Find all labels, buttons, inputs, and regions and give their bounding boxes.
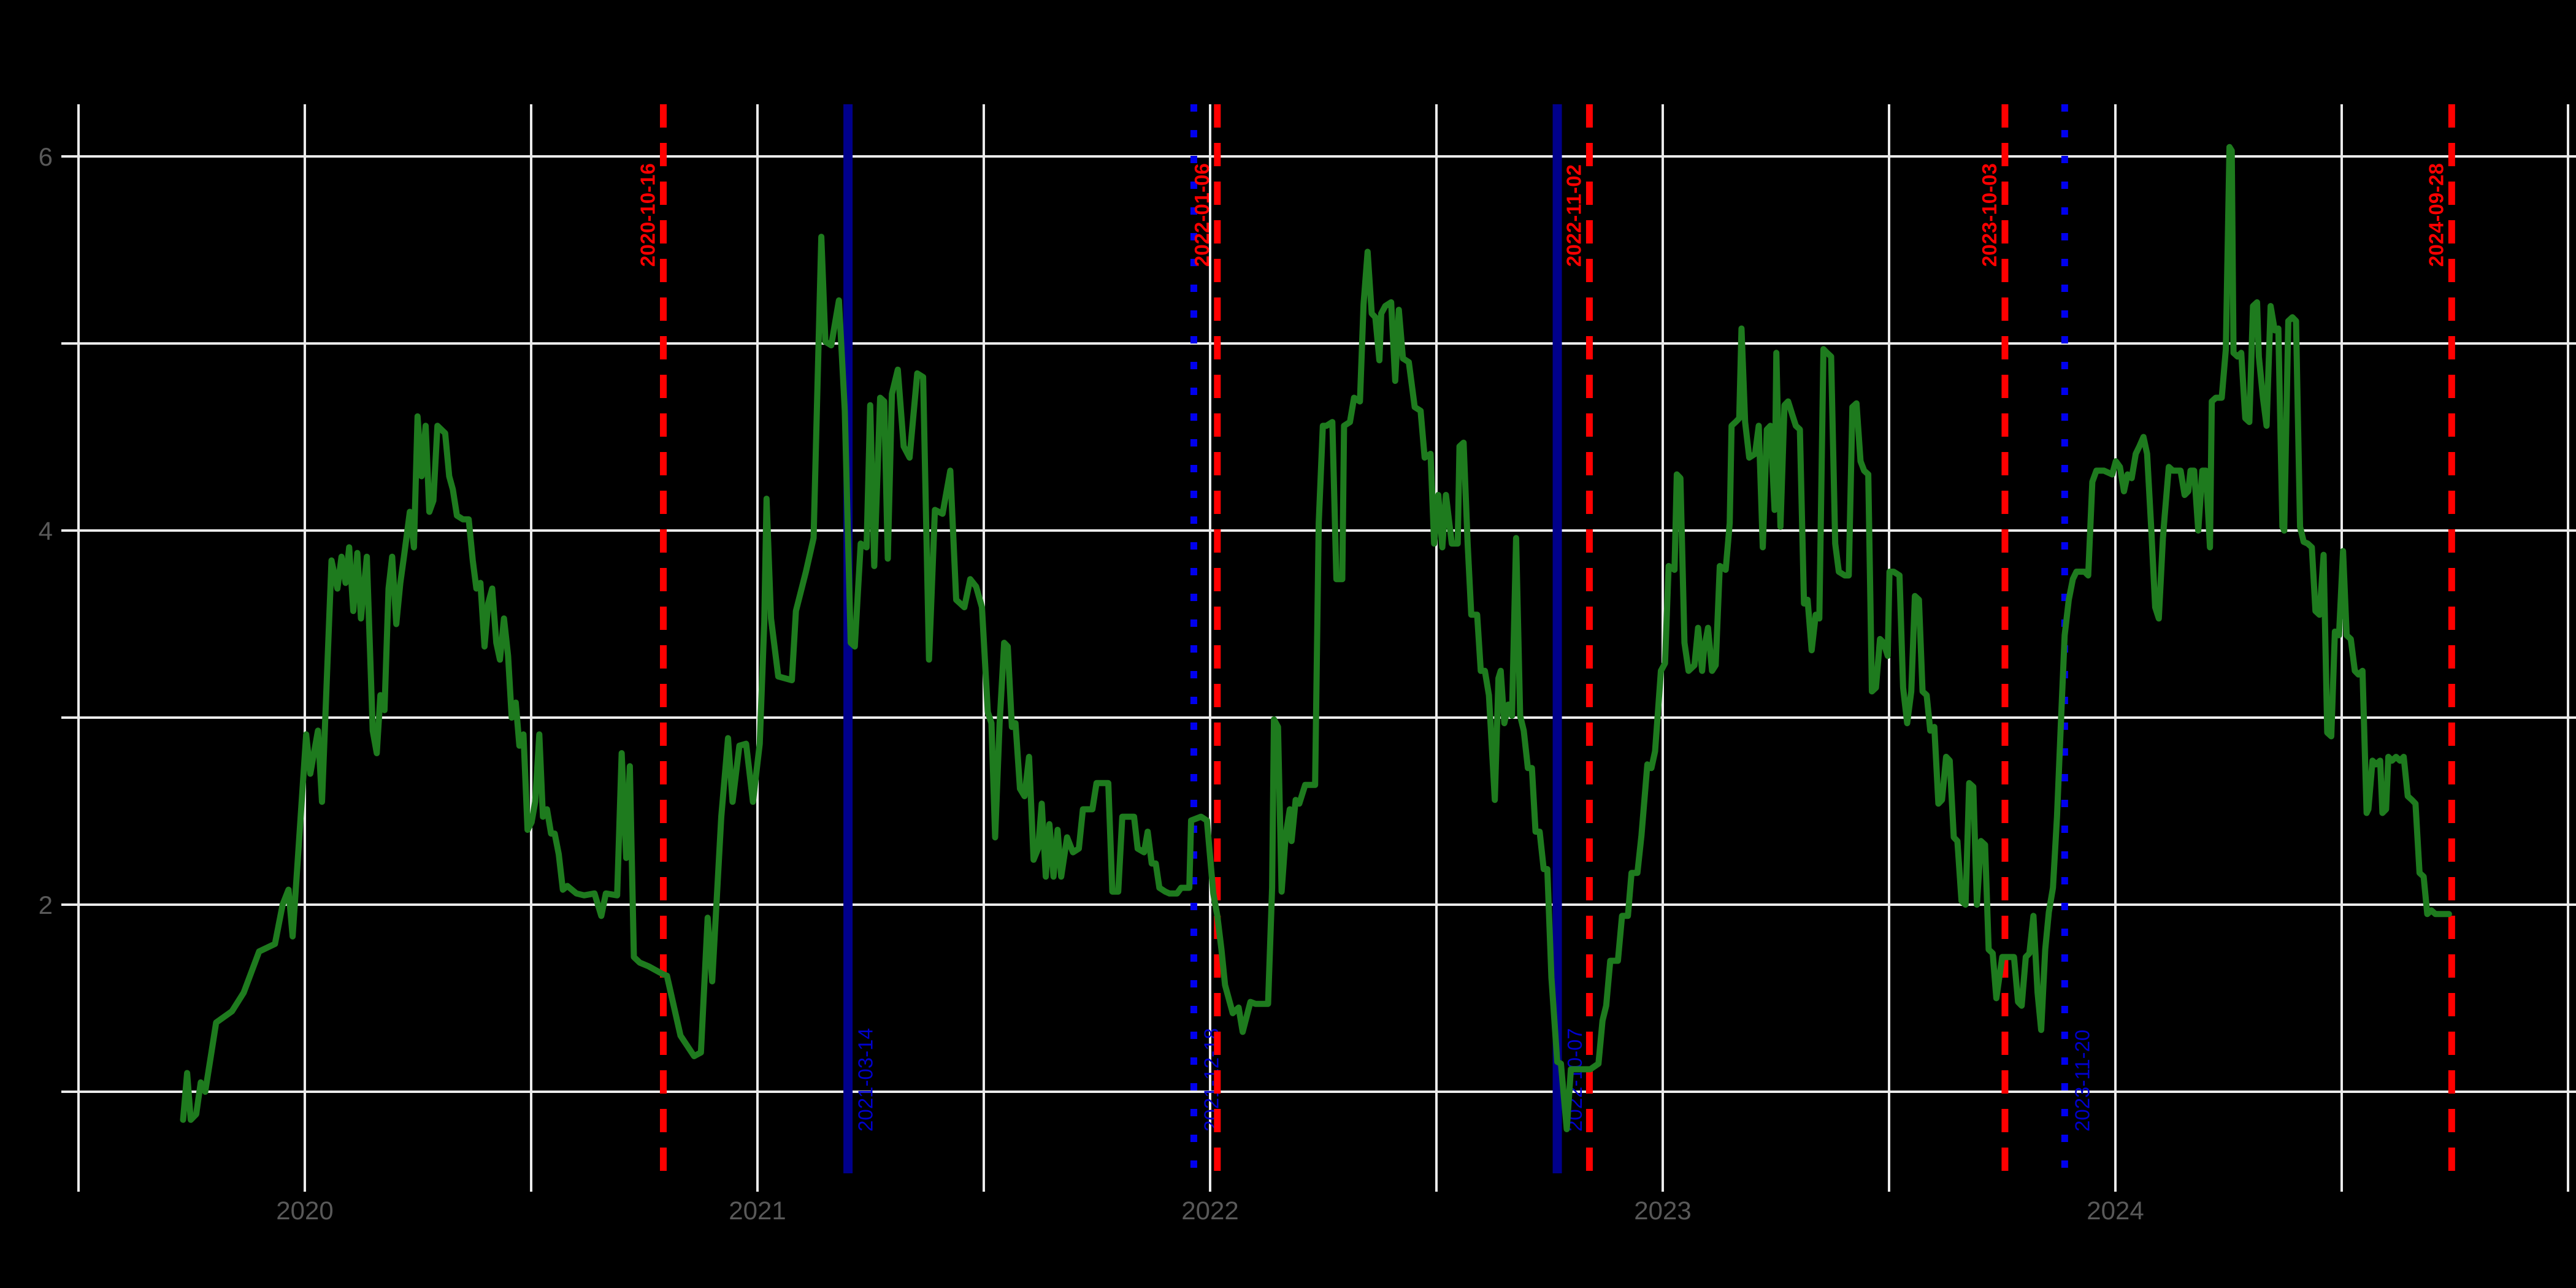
series-line-time-series xyxy=(180,144,2452,1132)
x-axis-tick-label: 2022 xyxy=(1181,1196,1238,1225)
event-line-label: 2022-11-02 xyxy=(1562,164,1585,267)
event-line-label: 2024-09-28 xyxy=(2425,163,2447,267)
event-line-label: 2023-11-20 xyxy=(2071,1030,2093,1132)
x-axis-tick-label: 2023 xyxy=(1634,1196,1691,1225)
event-line-label: 2020-10-16 xyxy=(636,163,659,267)
y-axis-tick-label: 6 xyxy=(39,142,53,171)
x-axis-tick-label: 2020 xyxy=(276,1196,333,1225)
y-axis-tick-label: 4 xyxy=(39,516,53,545)
y-axis-tick-label: 2 xyxy=(39,891,53,919)
x-axis-tick-label: 2021 xyxy=(729,1196,786,1225)
event-line-label: 2021-03-14 xyxy=(854,1028,877,1132)
event-line-label: 2022-01-06 xyxy=(1190,163,1213,267)
event-line-label: 2023-10-03 xyxy=(1978,163,2001,267)
x-axis-tick-label: 2024 xyxy=(2087,1196,2144,1225)
